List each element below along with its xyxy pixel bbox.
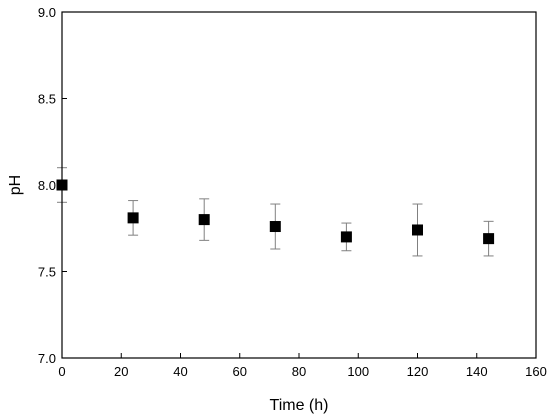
y-axis-title: pH [7, 175, 24, 195]
y-tick-label: 8.0 [38, 178, 56, 193]
data-point [483, 233, 495, 245]
x-tick-label: 160 [525, 364, 547, 379]
y-tick-label: 8.5 [38, 92, 56, 107]
ticks-group: 0 20 40 60 80 100 120 140 160 7.0 7.5 8.0 8.5 9.0 [38, 5, 547, 379]
data-point [340, 231, 352, 243]
y-tick-label: 7.0 [38, 351, 56, 366]
x-tick-label: 100 [347, 364, 369, 379]
data-point [127, 212, 139, 224]
y-tick-label: 7.5 [38, 265, 56, 280]
x-axis-title: Time (h) [270, 397, 329, 414]
x-tick-label: 140 [466, 364, 488, 379]
x-tick-label: 40 [173, 364, 187, 379]
data-point [412, 224, 423, 236]
errorbars-group [57, 167, 494, 257]
x-tick-label: 80 [292, 364, 306, 379]
x-tick-label: 60 [233, 364, 247, 379]
x-tick-label: 0 [58, 364, 65, 379]
plot-frame [61, 11, 537, 359]
data-point [198, 214, 210, 226]
x-tick-label: 120 [407, 364, 429, 379]
data-point [269, 221, 281, 233]
y-tick-label: 9.0 [38, 5, 56, 20]
x-tick-label: 20 [114, 364, 128, 379]
